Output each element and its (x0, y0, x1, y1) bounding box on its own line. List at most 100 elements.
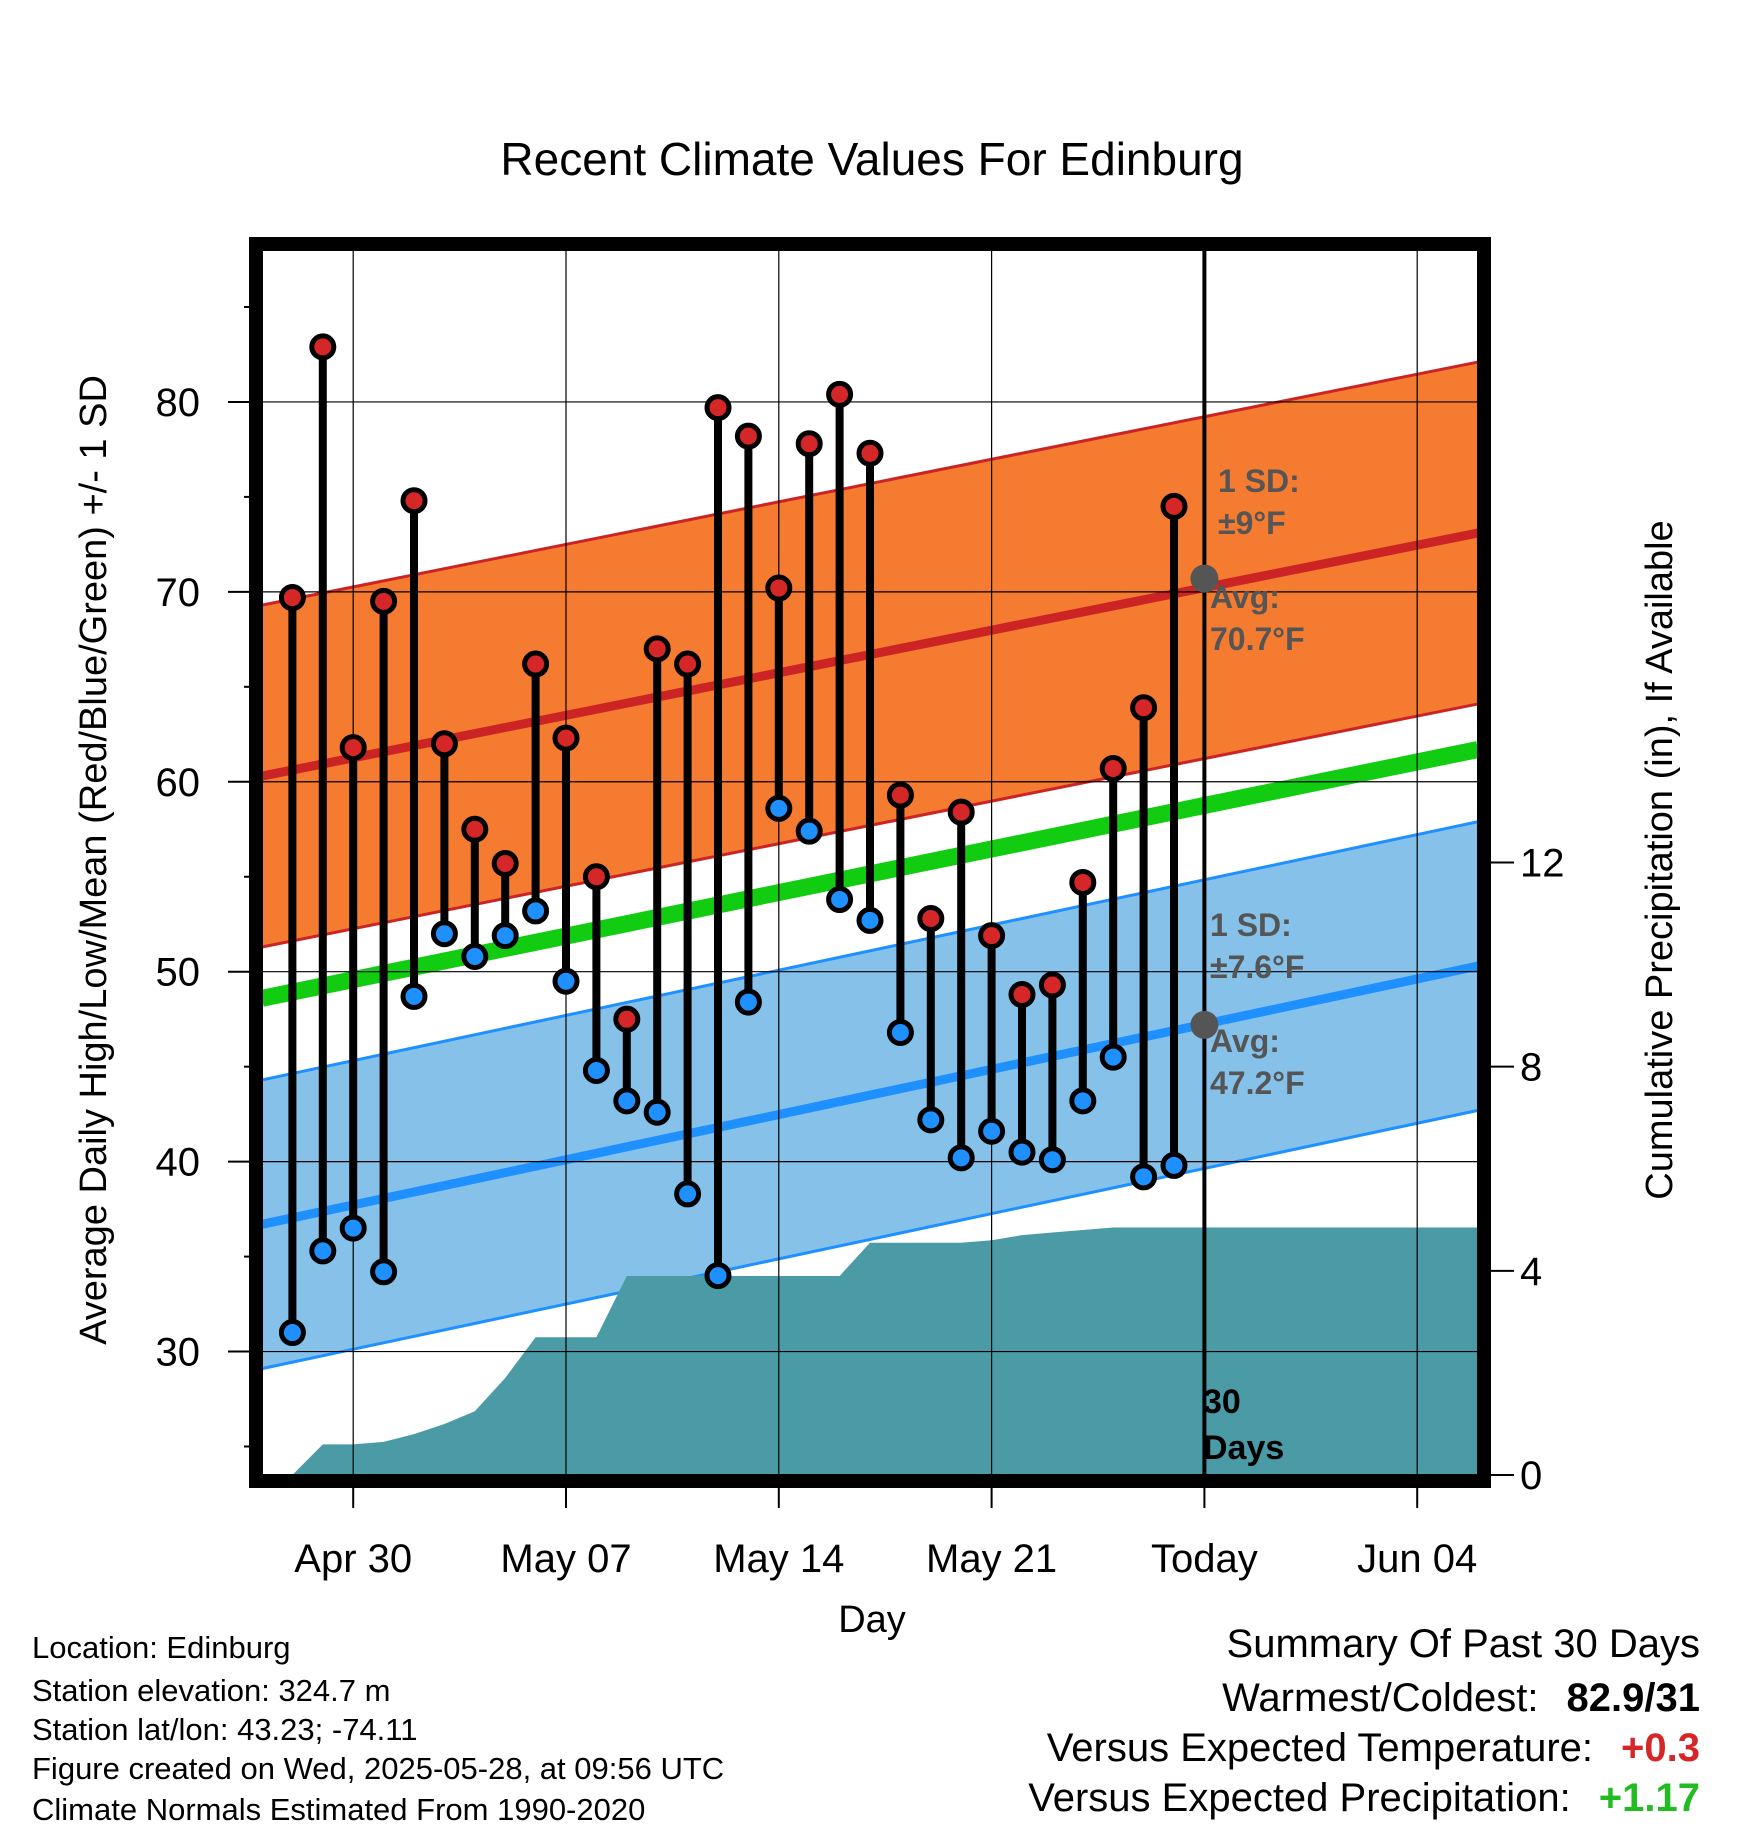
high-temp-marker (826, 380, 854, 408)
low-temp-marker (826, 886, 854, 914)
low-temp-marker (1008, 1138, 1036, 1166)
low-temp-marker (309, 1237, 337, 1265)
low-temp-marker (674, 1180, 702, 1208)
summary-warm-cold: Warmest/Coldest: 82.9/31 (1222, 1676, 1700, 1721)
high-temp-marker (1038, 971, 1066, 999)
x-tick-label: May 14 (713, 1537, 844, 1581)
high-temp-marker (978, 922, 1006, 950)
chart-title: Recent Climate Values For Edinburg (500, 133, 1243, 185)
precip-value: +1.17 (1598, 1776, 1700, 1820)
high-temp-marker (278, 584, 306, 612)
low-temp-marker (430, 920, 458, 948)
low-temp-marker (1099, 1043, 1127, 1071)
high-temp-marker (947, 798, 975, 826)
temp-label: Versus Expected Temperature: (1046, 1726, 1594, 1770)
high-temp-marker (491, 849, 519, 877)
low-temp-marker (734, 988, 762, 1016)
y-tick-label: 50 (156, 951, 201, 995)
summary-precip: Versus Expected Precipitation: +1.17 (1028, 1776, 1700, 1821)
high-temp-marker (765, 574, 793, 602)
y-tick-label: 70 (156, 571, 201, 615)
created-info: Figure created on Wed, 2025-05-28, at 09… (32, 1751, 725, 1786)
plot-area: 1 SD: ±9°F Avg: 70.7°F 1 SD: ±7.6°F Avg: 47.2°F… (156, 237, 1565, 1581)
x-axis-label: Day (838, 1599, 906, 1641)
window-days-number: 30 (1203, 1383, 1241, 1421)
y2-tick-label: 12 (1520, 842, 1565, 886)
low-temp-marker (613, 1087, 641, 1115)
x-tick-label: May 21 (926, 1537, 1057, 1581)
location-info: Location: Edinburg (32, 1630, 291, 1665)
high-temp-marker (917, 905, 945, 933)
low-temp-marker (491, 922, 519, 950)
summary-heading: Summary Of Past 30 Days (1226, 1622, 1700, 1666)
low-temp-marker (370, 1258, 398, 1286)
x-tick-label: Jun 04 (1357, 1537, 1477, 1581)
elevation-info: Station elevation: 324.7 m (32, 1673, 391, 1708)
high-temp-marker (795, 430, 823, 458)
high-temp-marker (370, 587, 398, 615)
low-temp-marker (461, 943, 489, 971)
high-temp-marker (734, 422, 762, 450)
high-temp-marker (1130, 694, 1158, 722)
high-temp-marker (430, 730, 458, 758)
low-temp-marker (582, 1056, 610, 1084)
high-temp-marker (704, 394, 732, 422)
y2-tick-label: 8 (1520, 1046, 1542, 1090)
y-tick-label: 60 (156, 761, 201, 805)
low-temp-marker (978, 1117, 1006, 1145)
warm-cold-label: Warmest/Coldest: (1222, 1676, 1539, 1720)
high-sd-value: ±9°F (1218, 505, 1286, 541)
y-tick-label: 80 (156, 381, 201, 425)
low-temp-marker (1038, 1146, 1066, 1174)
high-temp-marker (400, 487, 428, 515)
low-temp-marker (917, 1106, 945, 1134)
latlon-info: Station lat/lon: 43.23; -74.11 (32, 1712, 418, 1747)
high-temp-marker (856, 439, 884, 467)
high-temp-marker (1008, 980, 1036, 1008)
avg-low-today-marker (1190, 1010, 1219, 1039)
low-temp-marker (278, 1319, 306, 1347)
low-temp-marker (1069, 1087, 1097, 1115)
high-temp-marker (674, 650, 702, 678)
low-sd-value: ±7.6°F (1210, 949, 1304, 985)
high-avg-value: 70.7°F (1210, 621, 1305, 657)
low-temp-marker (643, 1098, 671, 1126)
high-sd-label: 1 SD: (1218, 463, 1300, 499)
low-temp-marker (400, 982, 428, 1010)
low-temp-marker (552, 967, 580, 995)
high-temp-marker (1069, 868, 1097, 896)
low-sd-band-upper-edge (261, 820, 1479, 1082)
y-tick-label: 40 (156, 1141, 201, 1185)
high-temp-marker (339, 734, 367, 762)
x-tick-label: Apr 30 (294, 1537, 412, 1581)
high-temp-marker (461, 815, 489, 843)
low-avg-value: 47.2°F (1210, 1065, 1305, 1101)
high-temp-marker (552, 724, 580, 752)
high-temp-marker (582, 863, 610, 891)
low-temp-marker (947, 1144, 975, 1172)
high-temp-marker (613, 1005, 641, 1033)
low-sd-label: 1 SD: (1210, 907, 1292, 943)
high-temp-marker (886, 781, 914, 809)
avg-high-today-marker (1190, 564, 1219, 593)
x-tick-label: Today (1151, 1537, 1258, 1581)
low-temp-marker (886, 1018, 914, 1046)
low-temp-marker (765, 794, 793, 822)
low-temp-marker (795, 817, 823, 845)
y-tick-label: 30 (156, 1331, 201, 1375)
low-avg-label: Avg: (1210, 1023, 1280, 1059)
normals-info: Climate Normals Estimated From 1990-2020 (32, 1792, 646, 1827)
low-temp-marker (856, 906, 884, 934)
low-temp-marker (339, 1214, 367, 1242)
y2-axis-label: Cumulative Precipitation (in), If Availa… (1639, 520, 1681, 1199)
precip-label: Versus Expected Precipitation: (1028, 1776, 1571, 1820)
high-temp-marker (309, 333, 337, 361)
window-days-label: Days (1203, 1429, 1284, 1467)
low-temp-marker (704, 1262, 732, 1290)
high-temp-marker (1099, 754, 1127, 782)
y2-tick-label: 0 (1520, 1454, 1542, 1498)
summary-temp: Versus Expected Temperature: +0.3 (1047, 1726, 1700, 1771)
low-temp-marker (522, 897, 550, 925)
high-avg-label: Avg: (1210, 579, 1280, 615)
